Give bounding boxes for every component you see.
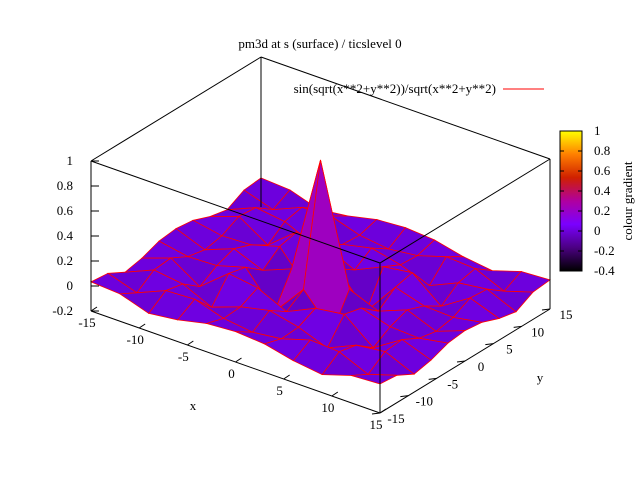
chart-title: pm3d at s (surface) / ticslevel 0 (238, 36, 401, 51)
z-tick-label: 0.8 (57, 178, 73, 193)
x-tick-mark (90, 306, 98, 312)
y-tick-mark (541, 308, 551, 311)
z-axis-ticks: -0.2 0 0.2 0.4 0.6 0.8 1 (52, 153, 99, 318)
x-tick-label: -5 (178, 349, 189, 364)
colorbar-tick-label: 0 (594, 223, 601, 238)
colorbar: -0.4 -0.2 0 0.2 0.4 0.6 0.8 1 colour gradient (559, 123, 635, 278)
x-tick-label: 5 (276, 383, 283, 398)
z-tick-label: 0 (67, 278, 74, 293)
z-tick-label: 0.2 (57, 253, 73, 268)
x-tick-label: -10 (126, 332, 143, 347)
x-tick-mark (138, 323, 146, 329)
colorbar-tick-label: 0.2 (594, 203, 610, 218)
colorbar-ticks: -0.4 -0.2 0 0.2 0.4 0.6 0.8 1 (560, 123, 615, 278)
box-edge (260, 56, 551, 160)
colorbar-tick-label: -0.4 (594, 263, 615, 278)
colorbar-tick-label: 1 (594, 123, 601, 138)
y-tick-label: 0 (478, 359, 485, 374)
x-tick-label: 10 (321, 400, 334, 415)
y-tick-label: -10 (416, 394, 433, 409)
surface-plot (90, 159, 551, 385)
x-tick-label: 15 (370, 417, 383, 432)
colorbar-tick-label: 0.8 (594, 143, 610, 158)
x-tick-mark (187, 340, 194, 346)
y-tick-mark (485, 343, 494, 346)
surface-facet (350, 373, 398, 385)
colorbar-tick-label: 0.6 (594, 163, 611, 178)
x-axis-label: x (190, 398, 197, 413)
legend: sin(sqrt(x**2+y**2))/sqrt(x**2+y**2) (294, 81, 544, 96)
x-tick-label: 0 (228, 366, 235, 381)
colorbar-label: colour gradient (620, 161, 635, 240)
colorbar-gradient (559, 130, 583, 272)
x-axis-ticks: -15 -10 -5 0 5 10 15 (78, 306, 387, 432)
y-tick-mark (400, 395, 409, 398)
y-tick-mark (428, 377, 437, 380)
x-tick-mark (379, 408, 387, 414)
x-tick-mark (331, 391, 339, 397)
y-tick-label: 15 (560, 307, 573, 322)
z-tick-label: 0.4 (57, 228, 74, 243)
y-tick-mark (513, 325, 522, 328)
box-edge (90, 160, 381, 264)
y-tick-mark (371, 412, 381, 415)
x-tick-label: -15 (78, 315, 95, 330)
box-edge (90, 56, 262, 162)
z-tick-label: 0.6 (57, 203, 74, 218)
box-edge (379, 158, 551, 264)
y-tick-label: 5 (506, 342, 513, 357)
z-tick-label: 1 (67, 153, 74, 168)
z-tick-label: -0.2 (52, 303, 73, 318)
y-tick-label: -5 (447, 376, 458, 391)
y-axis-label: y (537, 370, 544, 385)
colorbar-tick-label: 0.4 (594, 183, 611, 198)
colorbar-tick-label: -0.2 (594, 243, 615, 258)
legend-label: sin(sqrt(x**2+y**2))/sqrt(x**2+y**2) (294, 81, 496, 96)
y-axis-ticks: -15 -10 -5 0 5 10 15 (371, 307, 573, 426)
x-tick-mark (283, 374, 290, 380)
y-tick-mark (456, 360, 466, 363)
y-tick-label: 10 (531, 324, 544, 339)
x-tick-mark (235, 357, 242, 363)
y-tick-label: -15 (387, 411, 404, 426)
